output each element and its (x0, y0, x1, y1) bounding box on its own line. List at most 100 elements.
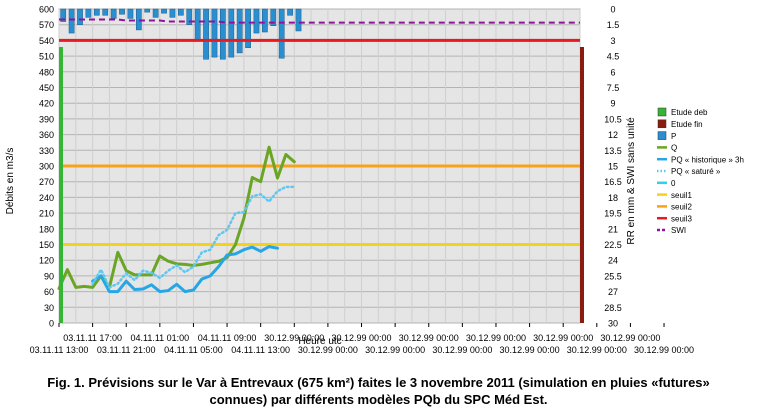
precip-bar (60, 8, 67, 22)
threshold-lines (59, 38, 580, 246)
right-tick-label: 3 (610, 36, 615, 46)
precip-bar (169, 8, 176, 18)
left-tick-label: 60 (44, 287, 54, 297)
x-tick-label: 30.12.99 00:00 (533, 333, 593, 343)
y-axis-label-left: Débits en m3/s (5, 148, 16, 215)
right-tick-label: 21 (608, 224, 618, 234)
x-axis-ticks: 03.11.11 13:00 03.11.11 17:00 03.11.11 21:… (30, 323, 694, 355)
legend-label: seuil3 (671, 214, 692, 223)
precip-bar (152, 8, 159, 18)
precip-bar (278, 8, 285, 59)
x-tick-label: 30.12.99 00:00 (634, 345, 694, 355)
left-tick-label: 570 (39, 20, 54, 30)
left-tick-label: 150 (39, 240, 54, 250)
right-tick-label: 15 (608, 162, 618, 172)
precip-bar (85, 8, 92, 18)
right-tick-label: 27 (608, 287, 618, 297)
legend-label: PQ « historique » 3h (671, 155, 744, 164)
chart: 0306090120150180210240270300330360390420… (5, 5, 744, 356)
x-tick-label: 30.12.99 00:00 (399, 333, 459, 343)
precip-bar (135, 8, 142, 31)
right-tick-label: 16.5 (604, 177, 622, 187)
x-tick-label: 03.11.11 13:00 (30, 345, 89, 355)
x-tick-label: 30.12.99 00:00 (365, 345, 425, 355)
precip-bar (93, 8, 100, 16)
x-axis-label: Heure utc (298, 336, 341, 347)
x-tick-label: 30.12.99 00:00 (298, 345, 358, 355)
precip-bar (236, 8, 243, 54)
right-tick-label: 7.5 (607, 83, 620, 93)
x-tick-label: 04.11.11 01:00 (130, 333, 189, 343)
caption-line-1: Fig. 1. Prévisions sur le Var à Entrevau… (47, 375, 710, 390)
left-tick-label: 360 (39, 130, 54, 140)
left-tick-label: 540 (39, 36, 54, 46)
legend-label: seuil1 (671, 191, 692, 200)
right-tick-label: 9 (610, 99, 615, 109)
legend-label: PQ « saturé » (671, 167, 721, 176)
etude-fin-marker (580, 47, 584, 323)
x-tick-label: 30.12.99 00:00 (466, 333, 526, 343)
precip-bar (228, 8, 235, 58)
precip-bar (253, 8, 260, 34)
precip-bar (127, 8, 134, 19)
left-tick-label: 180 (39, 224, 54, 234)
precipitation-bars (60, 8, 302, 60)
precip-bar (211, 8, 218, 58)
legend-label: Q (671, 144, 677, 153)
x-tick-label: 30.12.99 00:00 (264, 333, 324, 343)
right-tick-label: 1.5 (607, 20, 620, 30)
precip-bar (102, 8, 109, 16)
legend-swatch (657, 131, 667, 140)
precip-bar (77, 8, 83, 25)
right-tick-label: 19.5 (604, 209, 622, 219)
precip-bar (110, 8, 117, 19)
pq-satur-series-line (91, 185, 296, 289)
legend-label: Etude deb (671, 108, 708, 117)
left-tick-label: 600 (39, 5, 54, 15)
precip-bar (203, 8, 209, 60)
right-tick-label: 18 (608, 193, 618, 203)
x-tick-label: 30.12.99 00:00 (567, 345, 627, 355)
left-tick-label: 420 (39, 99, 54, 109)
legend-label: 0 (671, 179, 676, 188)
x-tick-label: 30.12.99 00:00 (600, 333, 660, 343)
precip-bar (119, 8, 125, 15)
right-tick-label: 22.5 (604, 240, 622, 250)
right-tick-label: 10.5 (604, 114, 622, 124)
right-tick-label: 24 (608, 256, 618, 266)
left-tick-label: 300 (39, 162, 54, 172)
left-tick-label: 120 (39, 256, 54, 266)
right-tick-label: 6 (610, 67, 615, 77)
precip-bar (220, 8, 226, 60)
left-tick-label: 510 (39, 52, 54, 62)
right-tick-label: 4.5 (607, 52, 620, 62)
left-tick-label: 0 (49, 319, 54, 329)
pq-historique-3h-series-line (91, 245, 279, 294)
left-tick-label: 30 (44, 303, 54, 313)
precip-bar (245, 8, 251, 48)
left-tick-label: 270 (39, 177, 54, 187)
x-tick-label: 03.11.11 21:00 (97, 345, 156, 355)
precip-bar (177, 8, 184, 16)
precip-bar (186, 8, 193, 25)
left-tick-label: 210 (39, 209, 54, 219)
precip-bar (68, 8, 75, 34)
x-tick-label: 04.11.11 09:00 (198, 333, 257, 343)
x-tick-label: 30.12.99 00:00 (432, 345, 492, 355)
left-tick-label: 240 (39, 193, 54, 203)
swi-series-line (59, 18, 580, 24)
right-tick-label: 28.5 (604, 303, 622, 313)
left-axis-ticks: 0 30 60 90 120 150 180 210 240 270 300 330 360 390 420… (39, 5, 54, 329)
left-tick-label: 450 (39, 83, 54, 93)
right-tick-label: 0 (610, 5, 615, 15)
precip-bar (270, 8, 277, 26)
figure-caption: Fig. 1. Prévisions sur le Var à Entrevau… (0, 374, 757, 408)
y-axis-label-right: RR en mm & SWI sans unité (626, 117, 637, 245)
x-tick-label: 03.11.11 17:00 (63, 333, 122, 343)
precip-bar (287, 8, 293, 16)
right-tick-label: 13.5 (604, 146, 622, 156)
precip-bar (295, 8, 302, 32)
precip-bar (262, 8, 268, 33)
x-tick-label: 04.11.11 05:00 (164, 345, 223, 355)
q-series-line (57, 145, 296, 290)
